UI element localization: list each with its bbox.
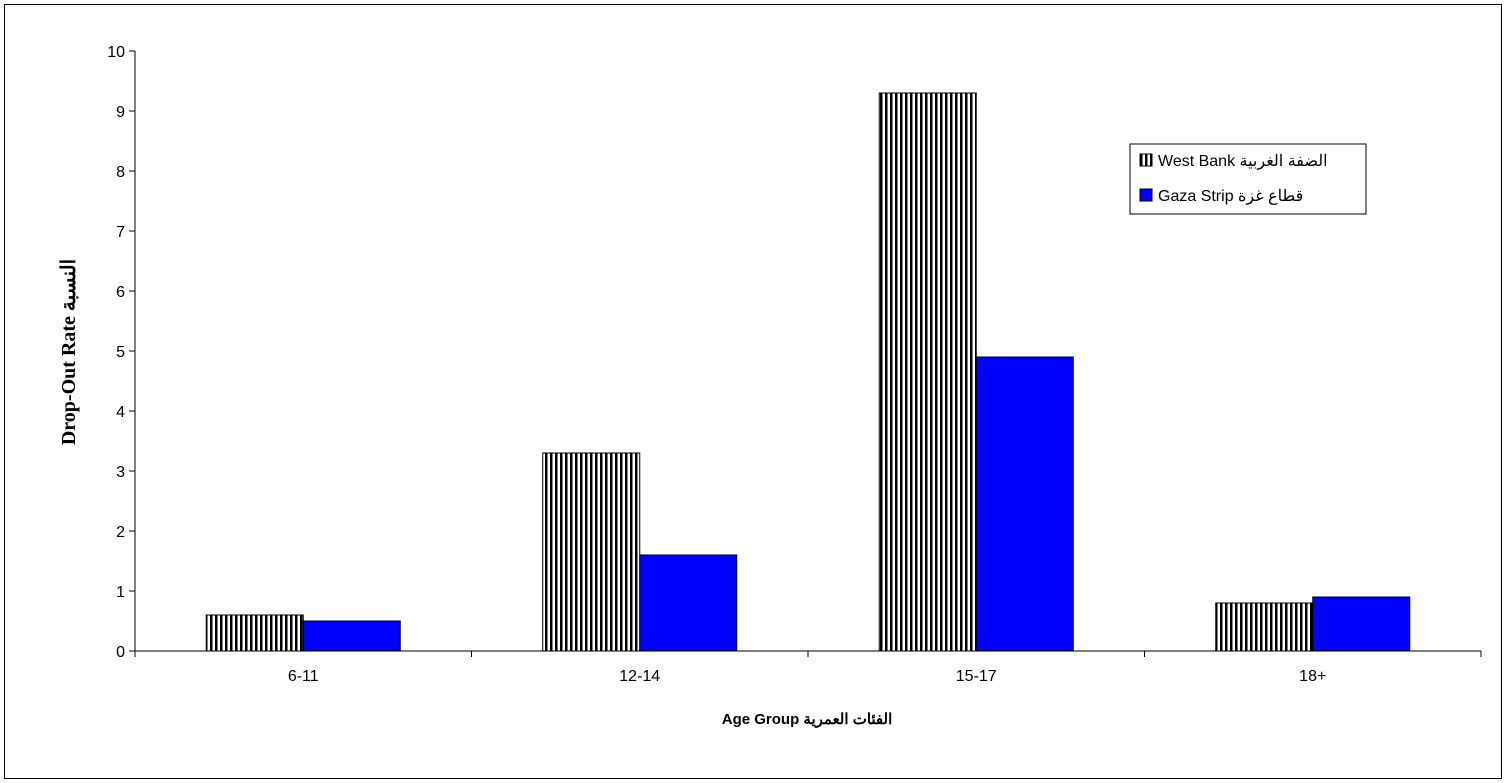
y-tick-label: 5 xyxy=(116,344,125,361)
x-tick-label: 15-17 xyxy=(956,668,997,685)
y-tick-label: 8 xyxy=(116,164,125,181)
y-tick-label: 3 xyxy=(116,464,125,481)
bar-gaza-strip-15-17 xyxy=(975,356,1074,652)
y-tick-label: 2 xyxy=(116,524,125,541)
y-tick-label: 1 xyxy=(116,584,125,601)
plot-area: 0 1 2 3 4 5 6 7 8 9 10 6-11 12-14 15-17 18+ xyxy=(107,44,1482,685)
bar-gaza-strip-6-11 xyxy=(302,620,401,652)
legend-box xyxy=(1129,143,1367,215)
y-tick-label: 10 xyxy=(107,44,125,61)
legend-swatch-west-bank xyxy=(1139,153,1153,167)
y-tick-label: 6 xyxy=(116,284,125,301)
chart-frame xyxy=(4,4,1502,779)
legend: West Bank الضفة الغربية Gaza Strip قطاع … xyxy=(1129,143,1367,215)
bar-gaza-strip-18plus xyxy=(1312,596,1411,652)
legend-label-gaza-strip: Gaza Strip قطاع غزة xyxy=(1158,188,1303,205)
legend-label-west-bank: West Bank الضفة الغربية xyxy=(1158,153,1328,170)
bar-west-bank-18plus xyxy=(1215,602,1314,652)
bar-west-bank-15-17 xyxy=(878,92,977,652)
y-tick-label: 0 xyxy=(116,644,125,661)
y-tick-label: 9 xyxy=(116,104,125,121)
bar-gaza-strip-12-14 xyxy=(639,554,738,652)
bar-west-bank-12-14 xyxy=(542,452,641,652)
bar-west-bank-6-11 xyxy=(205,614,304,652)
x-tick-label: 18+ xyxy=(1299,668,1326,685)
y-tick-label: 4 xyxy=(116,404,125,421)
legend-swatch-gaza-strip xyxy=(1139,188,1153,202)
y-axis-title: Drop-Out Rate النسبة xyxy=(58,259,80,445)
x-axis-title: Age Group الفئات العمرية xyxy=(722,711,893,728)
x-tick-label: 6-11 xyxy=(288,668,319,685)
x-tick-label: 12-14 xyxy=(619,668,660,685)
y-tick-label: 7 xyxy=(116,224,125,241)
